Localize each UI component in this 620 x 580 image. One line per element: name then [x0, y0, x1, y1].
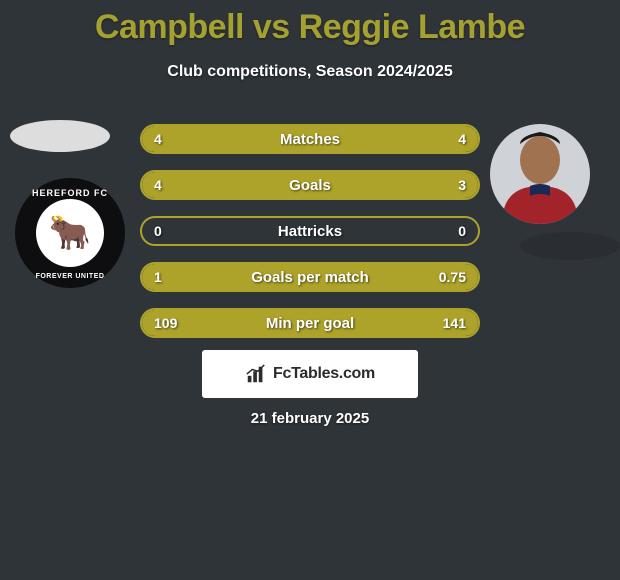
stat-value-right: 4	[458, 131, 466, 147]
subtitle: Club competitions, Season 2024/2025	[0, 63, 620, 81]
stat-row-min-per-goal: 109 Min per goal 141	[140, 308, 480, 338]
comparison-infographic: Campbell vs Reggie Lambe Club competitio…	[0, 0, 620, 580]
stat-label: Goals per match	[142, 269, 478, 286]
stat-label: Matches	[142, 131, 478, 148]
date-label: 21 february 2025	[0, 410, 620, 427]
bull-icon: 🐂	[49, 216, 91, 250]
page-title: Campbell vs Reggie Lambe	[0, 0, 620, 47]
stat-label: Min per goal	[142, 315, 478, 332]
stat-row-goals: 4 Goals 3	[140, 170, 480, 200]
stat-label: Hattricks	[142, 223, 478, 240]
right-club-placeholder-ellipse	[520, 232, 620, 260]
stat-value-right: 3	[458, 177, 466, 193]
stat-label: Goals	[142, 177, 478, 194]
stat-row-goals-per-match: 1 Goals per match 0.75	[140, 262, 480, 292]
stats-panel: 4 Matches 4 4 Goals 3 0 Hattricks 0 1 Go…	[140, 124, 480, 354]
avatar-svg	[490, 124, 590, 224]
left-club-badge: HEREFORD FC 🐂 FOREVER UNITED	[15, 178, 125, 288]
stat-value-right: 0	[458, 223, 466, 239]
badge-outer-circle: HEREFORD FC 🐂 FOREVER UNITED	[15, 178, 125, 288]
badge-top-text: HEREFORD FC	[15, 188, 125, 198]
right-player-avatar	[490, 124, 590, 224]
badge-bottom-text: FOREVER UNITED	[15, 273, 125, 280]
brand-box: FcTables.com	[202, 350, 418, 398]
stat-value-right: 141	[443, 315, 466, 331]
stat-row-hattricks: 0 Hattricks 0	[140, 216, 480, 246]
stat-row-matches: 4 Matches 4	[140, 124, 480, 154]
brand-text: FcTables.com	[273, 365, 375, 383]
badge-inner-circle: 🐂	[36, 199, 104, 267]
bar-chart-icon	[245, 363, 267, 385]
stat-value-right: 0.75	[439, 269, 466, 285]
left-player-placeholder-ellipse	[10, 120, 110, 152]
